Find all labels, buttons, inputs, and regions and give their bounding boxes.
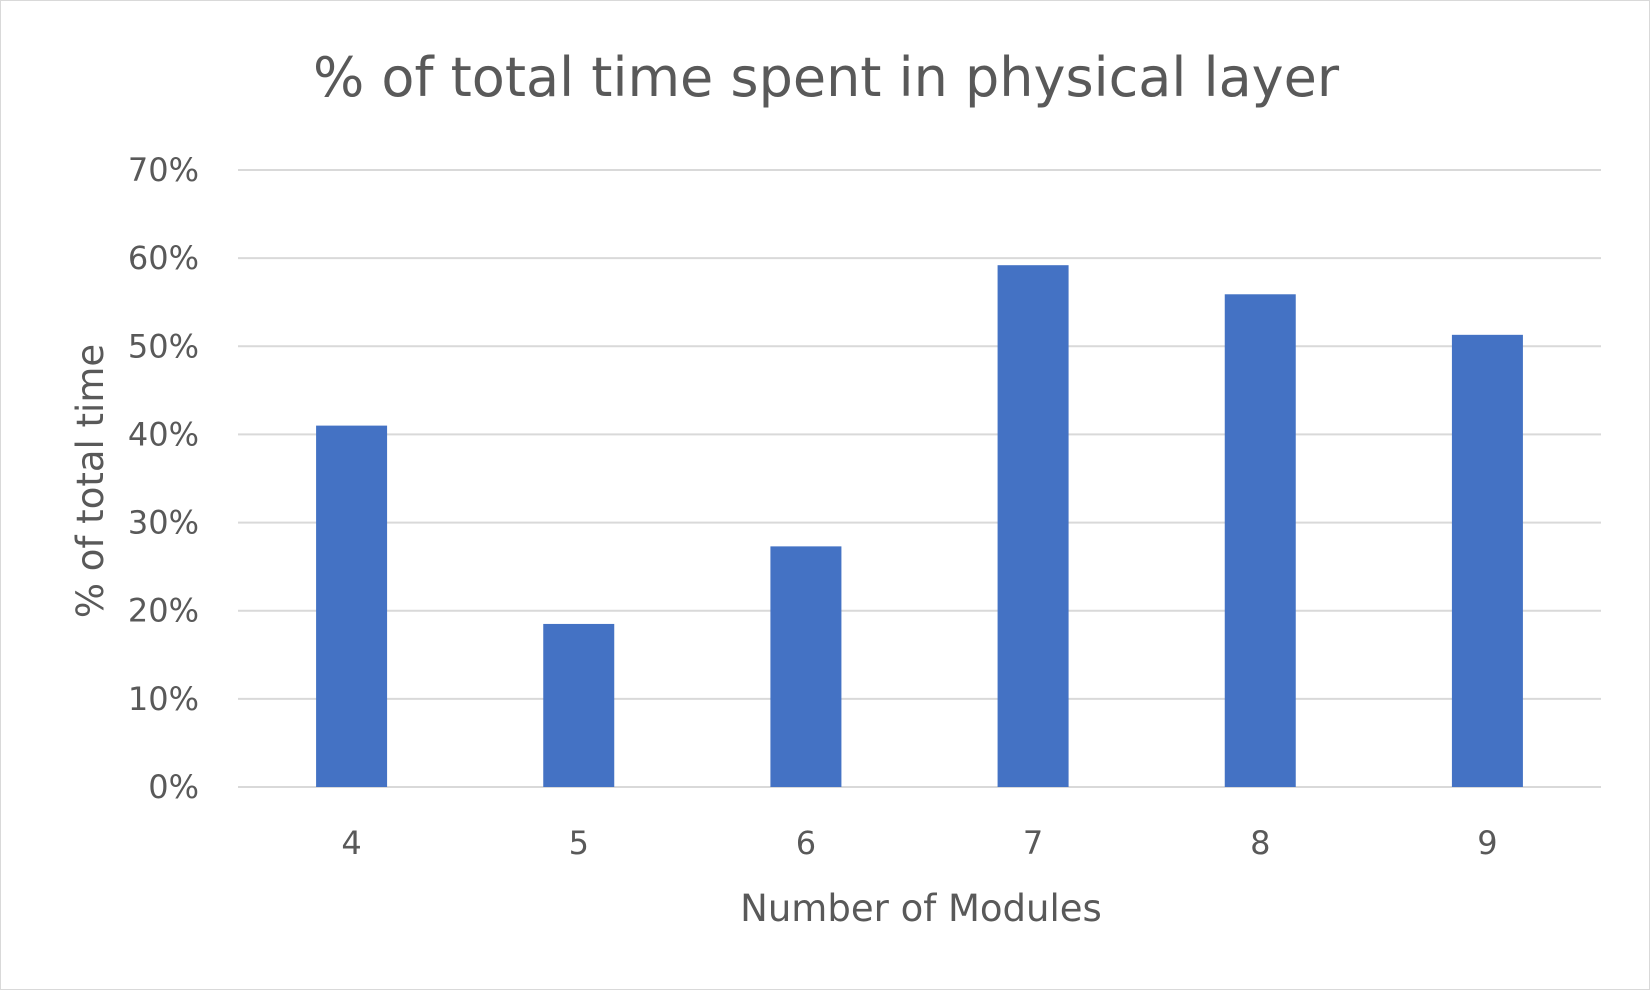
gridlines	[238, 169, 1601, 788]
y-tick-label: 30%	[128, 504, 199, 542]
x-tick-label: 8	[1250, 824, 1270, 862]
y-tick-label: 60%	[128, 239, 199, 277]
x-tick-label: 6	[796, 824, 816, 862]
bar-6	[770, 546, 842, 787]
y-tick-label: 50%	[128, 327, 199, 365]
chart-title: % of total time spent in physical layer	[313, 46, 1340, 109]
x-tick-label: 9	[1477, 824, 1497, 862]
x-tick-label: 5	[569, 824, 589, 862]
bar-9	[1451, 334, 1523, 787]
bar-4	[316, 425, 388, 787]
bar-7	[997, 265, 1069, 787]
x-tick-label: 4	[341, 824, 361, 862]
x-axis-title: Number of Modules	[740, 887, 1102, 930]
y-tick-label: 40%	[128, 415, 199, 453]
y-tick-label: 0%	[148, 768, 199, 806]
x-tick-label: 7	[1023, 824, 1043, 862]
y-tick-label: 70%	[128, 151, 199, 189]
bars	[316, 265, 1523, 787]
x-axis-tick-labels: 4 5 6 7 8 9	[341, 824, 1497, 862]
bar-8	[1224, 294, 1296, 787]
y-axis-tick-labels: 0% 10% 20% 30% 40% 50% 60% 70%	[128, 151, 199, 806]
y-tick-label: 20%	[128, 592, 199, 630]
y-tick-label: 10%	[128, 680, 199, 718]
y-axis-title: % of total time	[69, 344, 112, 618]
bar-5	[543, 623, 615, 787]
